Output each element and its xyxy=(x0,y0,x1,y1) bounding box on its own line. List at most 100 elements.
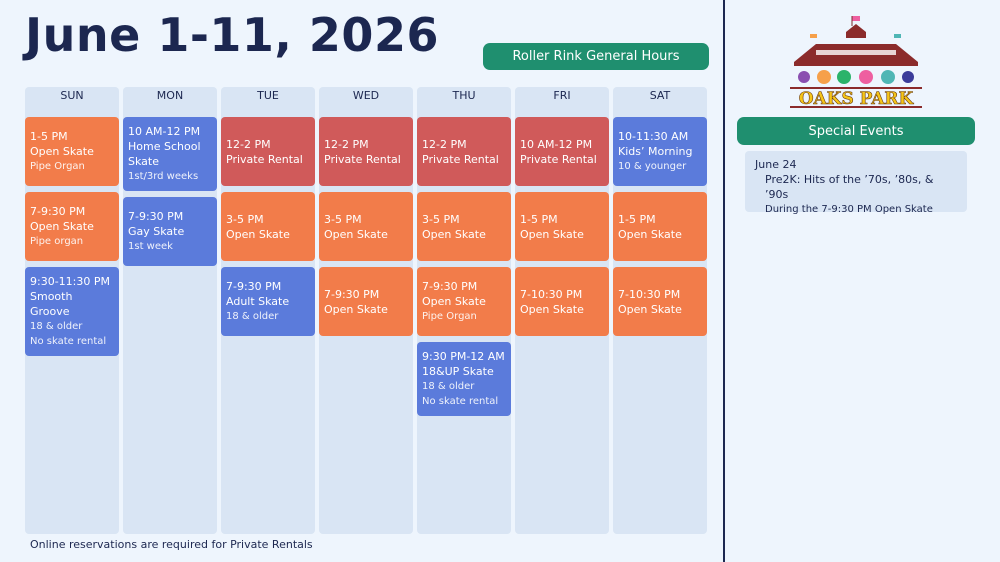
day-header: SAT xyxy=(649,89,671,102)
event-note: 10 & younger xyxy=(618,161,687,172)
day-column-fri: FRI 10 AM-12 PM Private Rental 1-5 PM Open S… xyxy=(515,87,609,534)
event-title: Open Skate xyxy=(422,295,486,308)
event-title: Open Skate xyxy=(30,145,94,158)
event-time: 9:30 PM-12 AM xyxy=(422,350,505,363)
event-note: Pipe Organ xyxy=(422,311,477,322)
event-time: 3-5 PM xyxy=(226,212,264,226)
event-card[interactable]: 1-5 PM Open Skate Pipe Organ xyxy=(25,117,119,186)
event-time: 7-9:30 PM xyxy=(422,280,478,293)
event-title: Open Skate xyxy=(324,227,388,241)
oaks-park-logo: OAKS PARK xyxy=(790,16,922,108)
event-time: 9:30-11:30 PM xyxy=(30,275,110,288)
day-header: MON xyxy=(156,89,184,102)
event-card[interactable]: 1-5 PM Open Skate xyxy=(613,192,707,261)
event-title: Private Rental xyxy=(520,152,597,166)
event-time: 10 AM-12 PM xyxy=(128,125,201,138)
event-name: Pre2K: Hits of the ’70s, ’80s, & ’90s xyxy=(765,173,934,201)
event-note: 18 & older xyxy=(422,381,475,392)
event-time: 7-9:30 PM xyxy=(30,205,86,218)
event-title: Open Skate xyxy=(520,227,584,241)
event-time: 1-5 PM xyxy=(618,212,656,226)
event-time: 3-5 PM xyxy=(422,212,460,226)
event-card[interactable]: 7-9:30 PM Open Skate xyxy=(319,267,413,336)
special-events-button[interactable]: Special Events xyxy=(737,117,975,145)
event-title: Open Skate xyxy=(422,227,486,241)
event-time: 10-11:30 AM xyxy=(618,130,689,143)
event-title: Open Skate xyxy=(618,302,682,316)
event-time: 7-9:30 PM xyxy=(226,280,282,293)
event-title: Private Rental xyxy=(226,152,303,166)
event-card[interactable]: 10 AM-12 PM Private Rental xyxy=(515,117,609,186)
event-note: No skate rental xyxy=(422,396,499,407)
divider xyxy=(723,0,725,562)
event-time: 12-2 PM xyxy=(226,137,271,151)
event-note: No skate rental xyxy=(30,336,107,347)
general-hours-button[interactable]: Roller Rink General Hours xyxy=(483,43,709,70)
day-column-mon: MON 10 AM-12 PM Home School Skate 1st/3rd w… xyxy=(123,87,217,534)
event-card[interactable]: 7-9:30 PM Adult Skate 18 & older xyxy=(221,267,315,336)
event-note: 1st/3rd weeks xyxy=(128,171,199,182)
day-header: WED xyxy=(352,89,380,102)
event-card[interactable]: 10 AM-12 PM Home School Skate 1st/3rd week… xyxy=(123,117,217,191)
event-card[interactable]: 7-10:30 PM Open Skate xyxy=(613,267,707,336)
event-card[interactable]: 1-5 PM Open Skate xyxy=(515,192,609,261)
event-title: 18&UP Skate xyxy=(422,365,494,378)
week-calendar: SUN 1-5 PM Open Skate Pipe Organ 7-9:30 PM Op… xyxy=(25,87,707,534)
event-card[interactable]: 12-2 PM Private Rental xyxy=(221,117,315,186)
event-time: 12-2 PM xyxy=(324,137,369,151)
day-header: FRI xyxy=(553,89,571,102)
special-event-card: June 24 Pre2K: Hits of the ’70s, ’80s, &… xyxy=(745,151,967,215)
day-column-wed: WED 12-2 PM Private Rental 3-5 PM Open Skate… xyxy=(319,87,413,534)
event-time: 7-10:30 PM xyxy=(618,287,681,301)
event-time: 3-5 PM xyxy=(324,212,362,226)
event-card[interactable]: 7-10:30 PM Open Skate xyxy=(515,267,609,336)
event-title: Open Skate xyxy=(520,302,584,316)
day-column-thu: THU 12-2 PM Private Rental 3-5 PM Open Skate… xyxy=(417,87,511,534)
event-time: 1-5 PM xyxy=(520,212,558,226)
event-time: 7-9:30 PM xyxy=(128,210,184,223)
event-title: Home School Skate xyxy=(128,140,201,168)
event-title: Open Skate xyxy=(226,227,290,241)
event-title: Open Skate xyxy=(30,220,94,233)
event-title: Open Skate xyxy=(324,302,388,316)
event-detail: During the 7-9:30 PM Open Skate xyxy=(765,204,933,215)
event-title: Gay Skate xyxy=(128,225,185,238)
event-title: Adult Skate xyxy=(226,295,290,308)
event-card[interactable]: 12-2 PM Private Rental xyxy=(319,117,413,186)
event-note: Pipe Organ xyxy=(30,161,85,172)
event-title: Open Skate xyxy=(618,227,682,241)
svg-text:OAKS PARK: OAKS PARK xyxy=(799,89,915,108)
event-time: 12-2 PM xyxy=(422,137,467,151)
event-note: 1st week xyxy=(128,241,173,252)
event-card[interactable]: 9:30 PM-12 AM 18&UP Skate 18 & older No ska… xyxy=(417,342,511,416)
day-header: SUN xyxy=(60,89,84,102)
event-title: Private Rental xyxy=(324,152,401,166)
footer-note: Online reservations are required for Pri… xyxy=(30,538,313,551)
event-card[interactable]: 9:30-11:30 PM Smooth Groove 18 & older No s… xyxy=(25,267,119,356)
event-time: 7-10:30 PM xyxy=(520,287,583,301)
event-title: Kids’ Morning xyxy=(618,145,693,158)
event-card[interactable]: 7-9:30 PM Gay Skate 1st week xyxy=(123,197,217,266)
page-title: June 1-11, 2026 xyxy=(25,8,439,62)
day-header: THU xyxy=(452,89,476,102)
event-card[interactable]: 3-5 PM Open Skate xyxy=(417,192,511,261)
event-note: 18 & older xyxy=(226,311,279,322)
event-card[interactable]: 3-5 PM Open Skate xyxy=(319,192,413,261)
event-card[interactable]: 12-2 PM Private Rental xyxy=(417,117,511,186)
day-column-sat: SAT 10-11:30 AM Kids’ Morning 10 & younger 1… xyxy=(613,87,707,534)
event-time: 10 AM-12 PM xyxy=(520,137,593,151)
day-column-tue: TUE 12-2 PM Private Rental 3-5 PM Open Skate… xyxy=(221,87,315,534)
day-column-sun: SUN 1-5 PM Open Skate Pipe Organ 7-9:30 PM Op… xyxy=(25,87,119,534)
day-header: TUE xyxy=(257,89,279,102)
event-note: Pipe organ xyxy=(30,236,84,247)
event-time: 7-9:30 PM xyxy=(324,287,380,301)
event-card[interactable]: 3-5 PM Open Skate xyxy=(221,192,315,261)
event-card[interactable]: 7-9:30 PM Open Skate Pipe Organ xyxy=(417,267,511,336)
event-card[interactable]: 10-11:30 AM Kids’ Morning 10 & younger xyxy=(613,117,707,186)
event-time: 1-5 PM xyxy=(30,130,68,143)
event-date: June 24 xyxy=(755,158,797,171)
event-title: Smooth Groove xyxy=(30,290,73,318)
event-card[interactable]: 7-9:30 PM Open Skate Pipe organ xyxy=(25,192,119,261)
event-title: Private Rental xyxy=(422,152,499,166)
event-note: 18 & older xyxy=(30,321,83,332)
